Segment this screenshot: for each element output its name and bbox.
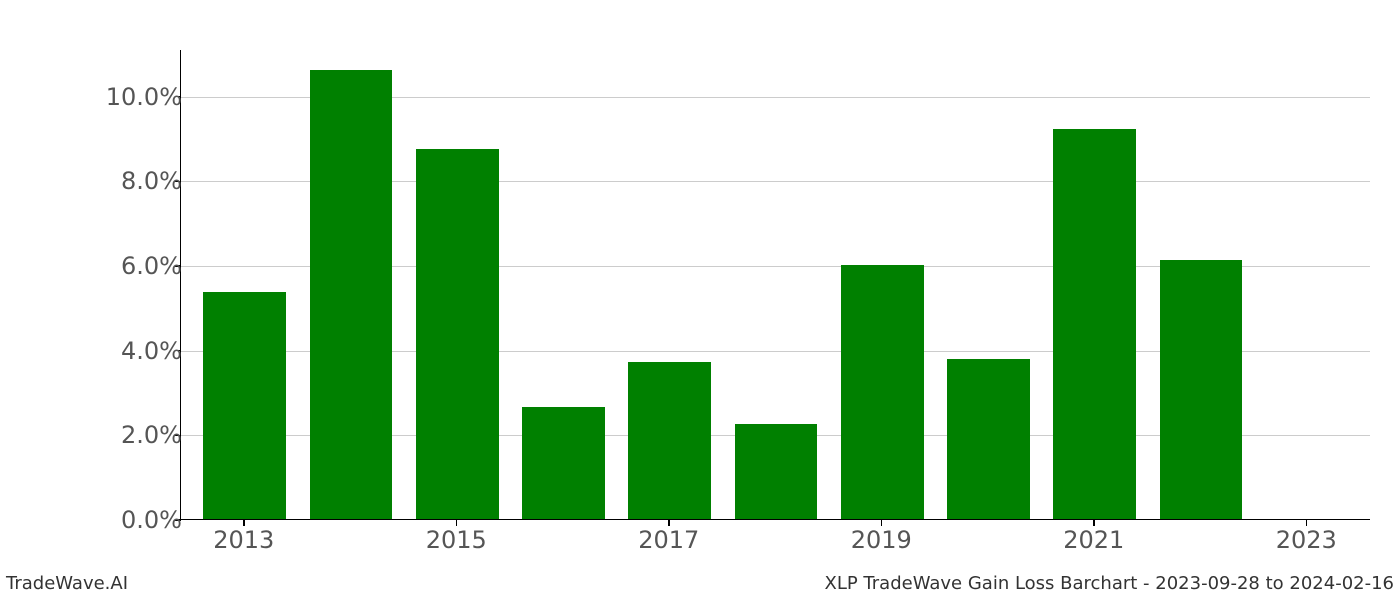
x-tick-label: 2023 xyxy=(1276,526,1337,554)
x-tick-label: 2017 xyxy=(638,526,699,554)
y-tick-label: 10.0% xyxy=(106,83,182,111)
bar xyxy=(203,292,286,519)
bar xyxy=(1053,129,1136,519)
y-tick-label: 6.0% xyxy=(121,252,182,280)
bar xyxy=(628,362,711,519)
chart-plot-area xyxy=(180,50,1370,520)
footer-right-text: XLP TradeWave Gain Loss Barchart - 2023-… xyxy=(825,573,1395,594)
y-tick-label: 4.0% xyxy=(121,337,182,365)
x-tick-label: 2013 xyxy=(213,526,274,554)
bar xyxy=(1160,260,1243,519)
x-tick-label: 2019 xyxy=(851,526,912,554)
footer-left-text: TradeWave.AI xyxy=(6,573,128,594)
y-tick-label: 8.0% xyxy=(121,167,182,195)
bar xyxy=(735,424,818,519)
bar xyxy=(841,265,924,519)
bar xyxy=(947,359,1030,519)
bar xyxy=(310,70,393,519)
y-tick-label: 2.0% xyxy=(121,421,182,449)
bar xyxy=(416,149,499,519)
bar xyxy=(522,407,605,519)
plot-box xyxy=(180,50,1370,520)
x-tick-label: 2021 xyxy=(1063,526,1124,554)
y-tick-label: 0.0% xyxy=(121,506,182,534)
x-tick-label: 2015 xyxy=(426,526,487,554)
